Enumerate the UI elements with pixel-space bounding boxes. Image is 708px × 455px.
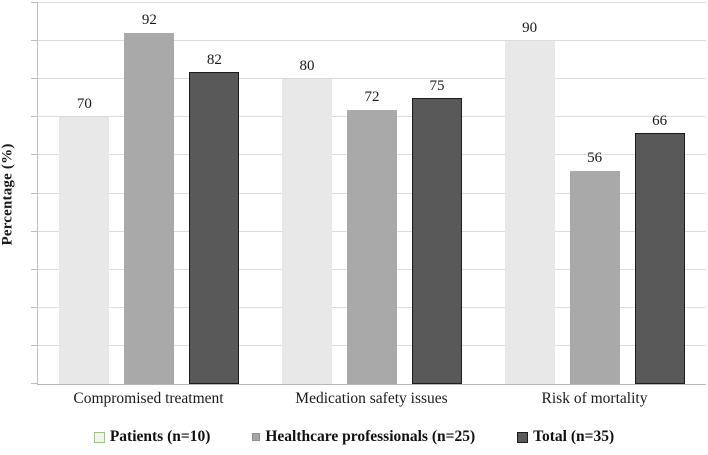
bar-series-1-category-0: 92 — [124, 12, 175, 384]
bar-series-2-category-0: 82 — [189, 52, 240, 384]
bar-series-0-category-1: 80 — [282, 58, 332, 384]
bar-value-label: 56 — [587, 149, 603, 166]
bar-value-label: 92 — [141, 12, 157, 29]
bar-series-2-category-1: 75 — [412, 78, 462, 384]
bar-value-label: 82 — [206, 51, 222, 68]
bar-value-label: 70 — [76, 96, 92, 113]
y-axis-tick-50 — [31, 192, 38, 194]
gridline-90 — [38, 40, 706, 42]
bar-groups: 70 92 82 80 72 75 90 56 66 — [38, 3, 706, 384]
y-axis-tick-70 — [31, 116, 38, 118]
gridline-80 — [38, 78, 706, 80]
legend-label: Patients (n=10) — [109, 428, 211, 445]
y-axis-tick-0 — [31, 383, 38, 384]
legend-item-2: Total (n=35) — [517, 428, 614, 446]
bar-series-0-category-0: 70 — [59, 96, 110, 384]
bar-value-label: 75 — [429, 78, 445, 95]
bar-value-label: 66 — [652, 112, 668, 129]
bar-value-label: 72 — [364, 88, 380, 105]
legend-item-0: Patients (n=10) — [93, 428, 211, 446]
y-axis-tick-100 — [31, 2, 38, 3]
x-axis-category-labels: Compromised treatment Medication safety i… — [37, 390, 706, 408]
y-axis-title: Percentage (%) — [0, 143, 16, 246]
bar-group-2: 90 56 66 — [483, 3, 706, 384]
y-axis-tick-40 — [31, 230, 38, 232]
legend-label: Healthcare professionals (n=25) — [265, 428, 476, 445]
plot-area: 70 92 82 80 72 75 90 56 66 — [31, 2, 706, 385]
category-label-2: Risk of mortality — [541, 390, 648, 407]
bar-group-0: 70 92 82 — [38, 3, 261, 384]
bar-value-label: 80 — [299, 58, 315, 75]
bar-series-2-category-2: 66 — [634, 113, 685, 384]
bar-group-1: 80 72 75 — [261, 3, 484, 384]
legend-swatch-icon — [252, 433, 261, 441]
legend: Patients (n=10) Healthcare professionals … — [0, 428, 708, 446]
y-axis-tick-80 — [31, 78, 38, 80]
category-label-0: Compromised treatment — [73, 390, 224, 407]
y-axis-tick-90 — [31, 40, 38, 42]
bar-series-1-category-2: 56 — [569, 150, 620, 384]
y-axis-tick-60 — [31, 154, 38, 156]
bar-series-1-category-1: 72 — [347, 89, 397, 384]
legend-swatch-icon — [93, 431, 105, 443]
bar-value-label: 90 — [522, 20, 538, 37]
gridline-100 — [38, 2, 706, 3]
category-label-1: Medication safety issues — [295, 390, 448, 407]
legend-swatch-icon — [517, 431, 529, 443]
y-axis-tick-30 — [31, 268, 38, 270]
legend-label: Total (n=35) — [533, 428, 615, 445]
y-axis-tick-20 — [31, 306, 38, 308]
y-axis-tick-10 — [31, 344, 38, 346]
legend-item-1: Healthcare professionals (n=25) — [252, 428, 475, 446]
bar-series-0-category-2: 90 — [504, 20, 555, 384]
